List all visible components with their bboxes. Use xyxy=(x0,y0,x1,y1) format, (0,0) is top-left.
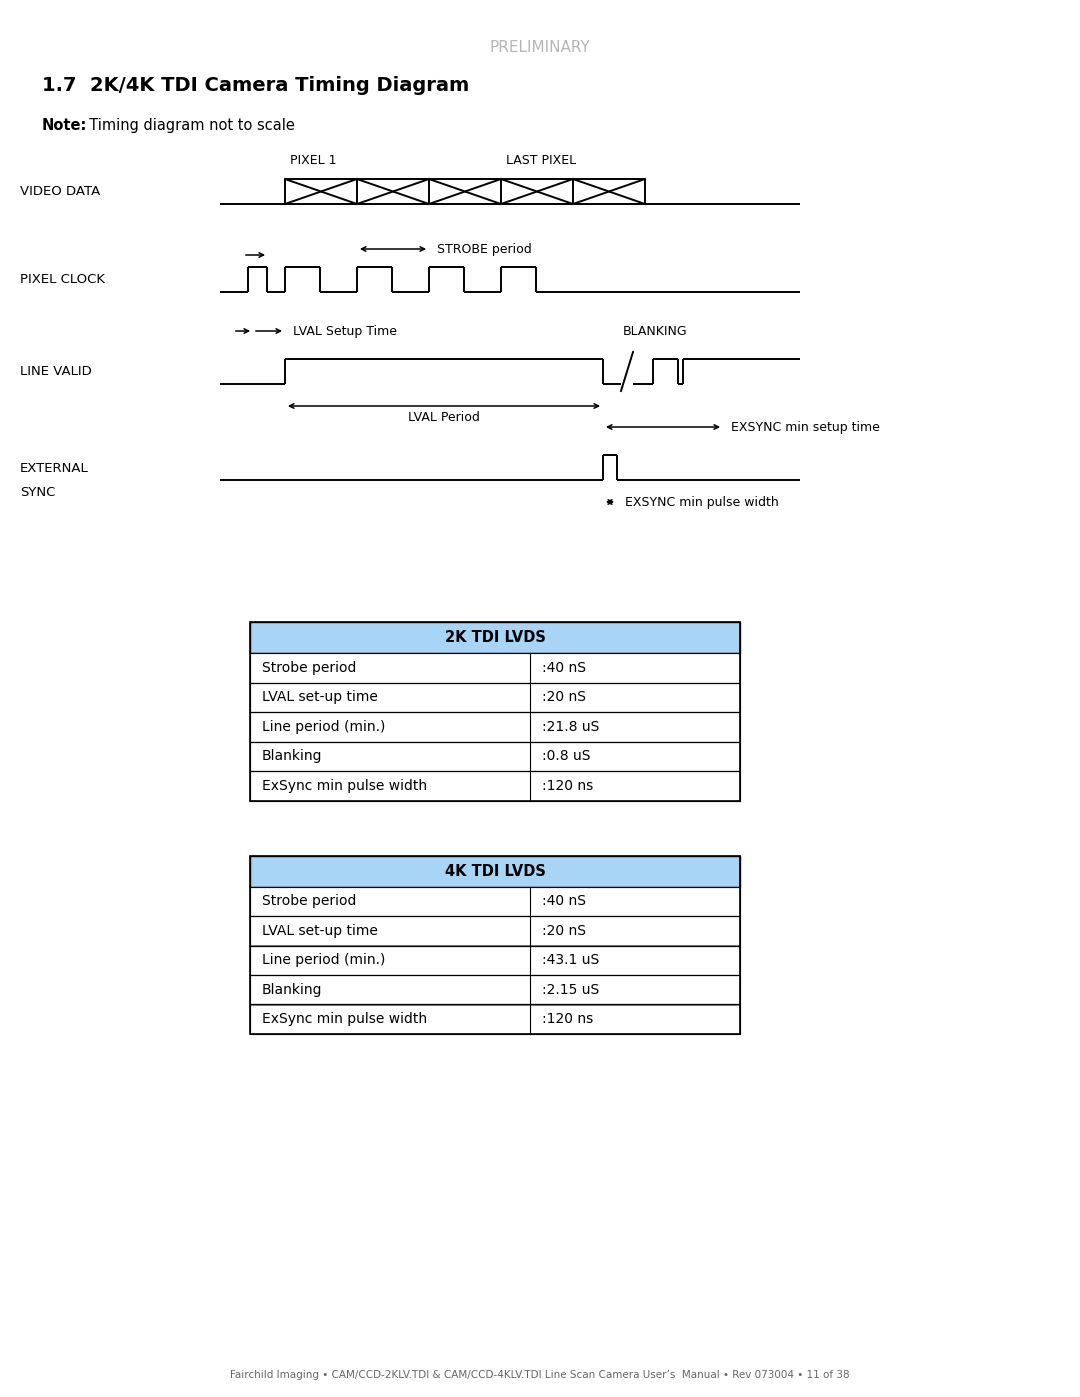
Text: Blanking: Blanking xyxy=(262,982,323,996)
Text: Blanking: Blanking xyxy=(262,749,323,763)
Text: BLANKING: BLANKING xyxy=(623,324,688,338)
Bar xyxy=(249,855,740,887)
Text: LAST PIXEL: LAST PIXEL xyxy=(507,154,576,168)
Text: LVAL set-up time: LVAL set-up time xyxy=(262,690,378,704)
Text: PIXEL 1: PIXEL 1 xyxy=(291,154,337,168)
Text: STROBE period: STROBE period xyxy=(437,243,531,256)
Text: :0.8 uS: :0.8 uS xyxy=(542,749,591,763)
Text: :2.15 uS: :2.15 uS xyxy=(542,982,599,996)
Text: Fairchild Imaging • CAM/CCD-2KLV.TDI & CAM/CCD-4KLV.TDI Line Scan Camera User’s : Fairchild Imaging • CAM/CCD-2KLV.TDI & C… xyxy=(230,1370,850,1380)
Text: :40 nS: :40 nS xyxy=(542,894,586,908)
Bar xyxy=(249,652,740,683)
Text: PIXEL CLOCK: PIXEL CLOCK xyxy=(21,272,105,286)
Bar xyxy=(249,683,740,712)
Text: EXSYNC min pulse width: EXSYNC min pulse width xyxy=(625,496,779,509)
Bar xyxy=(249,771,740,800)
Text: PRELIMINARY: PRELIMINARY xyxy=(489,39,591,54)
Bar xyxy=(249,855,740,1034)
Text: LINE VALID: LINE VALID xyxy=(21,365,92,379)
Text: :20 nS: :20 nS xyxy=(542,690,586,704)
Bar xyxy=(249,975,740,1004)
Text: 4K TDI LVDS: 4K TDI LVDS xyxy=(445,863,545,879)
Text: ExSync min pulse width: ExSync min pulse width xyxy=(262,778,427,792)
Text: LVAL set-up time: LVAL set-up time xyxy=(262,923,378,937)
Bar xyxy=(249,1004,740,1034)
Text: EXTERNAL: EXTERNAL xyxy=(21,461,89,475)
Text: Line period (min.): Line period (min.) xyxy=(262,953,386,967)
Text: :120 ns: :120 ns xyxy=(542,778,593,792)
Bar xyxy=(249,887,740,916)
Text: Note:: Note: xyxy=(42,117,87,133)
Text: Timing diagram not to scale: Timing diagram not to scale xyxy=(80,117,295,133)
Text: Strobe period: Strobe period xyxy=(262,894,356,908)
Bar xyxy=(249,622,740,652)
Text: 1.7  2K/4K TDI Camera Timing Diagram: 1.7 2K/4K TDI Camera Timing Diagram xyxy=(42,75,469,95)
Text: :21.8 uS: :21.8 uS xyxy=(542,719,599,733)
Bar xyxy=(249,622,740,800)
Text: LVAL Period: LVAL Period xyxy=(408,411,480,425)
Text: SYNC: SYNC xyxy=(21,486,55,499)
Text: Strobe period: Strobe period xyxy=(262,661,356,675)
Bar xyxy=(249,742,740,771)
Text: 2K TDI LVDS: 2K TDI LVDS xyxy=(445,630,545,645)
Bar xyxy=(249,916,740,946)
Text: EXSYNC min setup time: EXSYNC min setup time xyxy=(731,420,880,433)
Text: :43.1 uS: :43.1 uS xyxy=(542,953,599,967)
Text: VIDEO DATA: VIDEO DATA xyxy=(21,184,100,198)
Text: :120 ns: :120 ns xyxy=(542,1013,593,1027)
Text: Line period (min.): Line period (min.) xyxy=(262,719,386,733)
Text: :20 nS: :20 nS xyxy=(542,923,586,937)
Text: :40 nS: :40 nS xyxy=(542,661,586,675)
Bar xyxy=(249,712,740,742)
Text: LVAL Setup Time: LVAL Setup Time xyxy=(293,324,397,338)
Bar xyxy=(249,946,740,975)
Text: ExSync min pulse width: ExSync min pulse width xyxy=(262,1013,427,1027)
